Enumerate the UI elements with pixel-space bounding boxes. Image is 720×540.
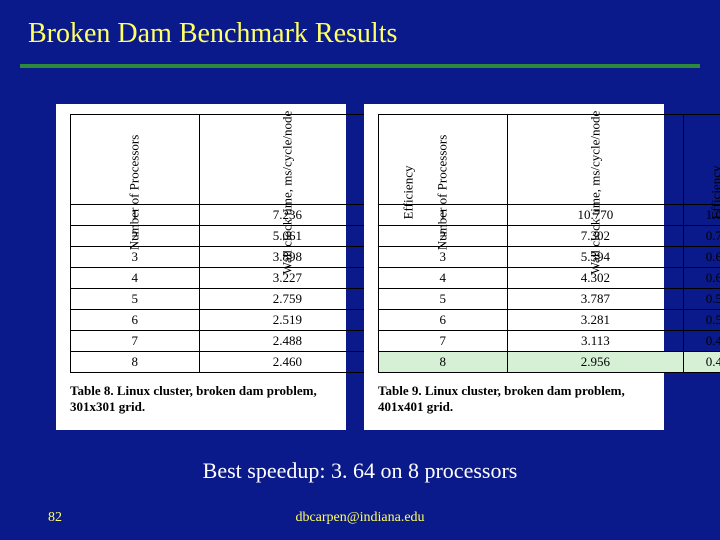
table-row: 110.7701.00 [379,205,720,226]
table-cell: 2.519 [199,310,376,331]
table-cell: 0.57 [684,289,720,310]
table-cell: 2.488 [199,331,376,352]
table-cell: 7 [379,331,508,352]
table-cell: 7 [71,331,200,352]
footer: dbcarpen@indiana.edu 82 [0,510,720,526]
table-cell: 0.63 [684,268,720,289]
table-cell: 4 [71,268,200,289]
table-cell: 0.67 [684,247,720,268]
footer-page-number: 82 [48,510,62,526]
table-cell: 3.113 [507,331,684,352]
table-header: Wall clock time, ms/cycle/node [507,115,684,205]
table-cell: 6 [379,310,508,331]
title-area: Broken Dam Benchmark Results [0,0,720,58]
table-panel-right: Number of Processors Wall clock time, ms… [364,104,664,430]
table-header: Number of Processors [71,115,200,205]
table-row: 44.3020.63 [379,268,720,289]
table-header: Wall clock time, ms/cycle/node [199,115,376,205]
table-cell: 0.74 [684,226,720,247]
table-cell: 3.281 [507,310,684,331]
table-body-right: 110.7701.0027.3020.7435.3940.6744.3020.6… [379,205,720,373]
table-cell: 4 [379,268,508,289]
table-row: 63.2810.55 [379,310,720,331]
table-row: 35.3940.67 [379,247,720,268]
table-cell: 3.787 [507,289,684,310]
table-row: 73.1130.49 [379,331,720,352]
table-cell: 0.55 [684,310,720,331]
table-cell: 8 [379,352,508,373]
table-cell: 2.759 [199,289,376,310]
table-row: 82.9560.46 [379,352,720,373]
table-panel-left: Number of Processors Wall clock time, ms… [56,104,346,430]
slide-title: Broken Dam Benchmark Results [28,18,692,50]
table-caption-left: Table 8. Linux cluster, broken dam probl… [70,383,332,416]
table-cell: 8 [71,352,200,373]
table-caption-right: Table 9. Linux cluster, broken dam probl… [378,383,650,416]
table-cell: 5 [379,289,508,310]
table-row: 53.7870.57 [379,289,720,310]
tables-row: Number of Processors Wall clock time, ms… [0,104,720,430]
table-cell: 2.956 [507,352,684,373]
footer-email: dbcarpen@indiana.edu [295,510,424,526]
table-cell: 6 [71,310,200,331]
table-cell: 0.49 [684,331,720,352]
data-table-right: Number of Processors Wall clock time, ms… [378,114,720,373]
table-cell: 0.46 [684,352,720,373]
table-cell: 2.460 [199,352,376,373]
table-row: 27.3020.74 [379,226,720,247]
table-header: Efficiency [684,115,720,205]
title-underline [20,64,700,68]
table-cell: 5 [71,289,200,310]
table-header: Number of Processors [379,115,508,205]
best-speedup-text: Best speedup: 3. 64 on 8 processors [0,458,720,484]
